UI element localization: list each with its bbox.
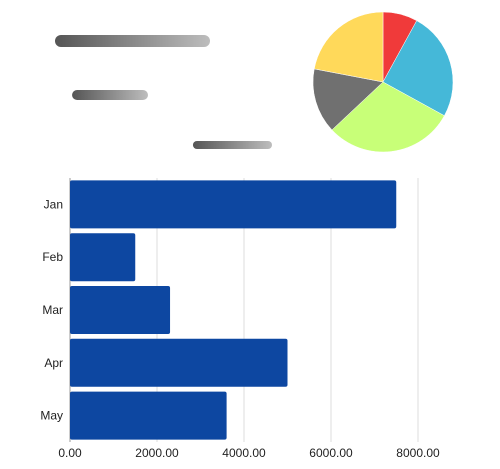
bar [70,338,288,387]
bar [70,180,397,229]
x-axis-labels: 0.00 2000.00 4000.00 6000.00 8000.00 [58,446,440,460]
pie-slice [331,81,445,153]
pie-chart [312,11,454,153]
bar [70,391,227,440]
y-tick-label: Apr [44,356,63,370]
pie-slice [313,11,384,83]
x-tick-label: 4000.00 [222,446,266,460]
y-tick-label: Jan [44,197,63,211]
floating-bar [192,141,272,149]
x-tick-label: 8000.00 [396,446,440,460]
monthly-bar-chart: Jan Feb Mar Apr May 0.00 2000.00 4000.00 6000.0… [40,178,440,460]
y-tick-label: May [40,409,63,423]
floating-bar-chart [55,35,272,149]
pie-slice [312,68,384,131]
y-tick-label: Mar [42,303,63,317]
pie-slice [382,20,454,117]
bar [70,286,171,334]
x-tick-label: 6000.00 [309,446,353,460]
bar [70,233,136,282]
y-tick-label: Feb [42,250,63,264]
floating-bar [55,35,210,47]
bars [70,180,397,440]
x-tick-label: 0.00 [58,446,82,460]
floating-bar [72,90,148,100]
x-tick-label: 2000.00 [135,446,179,460]
y-axis-labels: Jan Feb Mar Apr May [40,197,63,422]
